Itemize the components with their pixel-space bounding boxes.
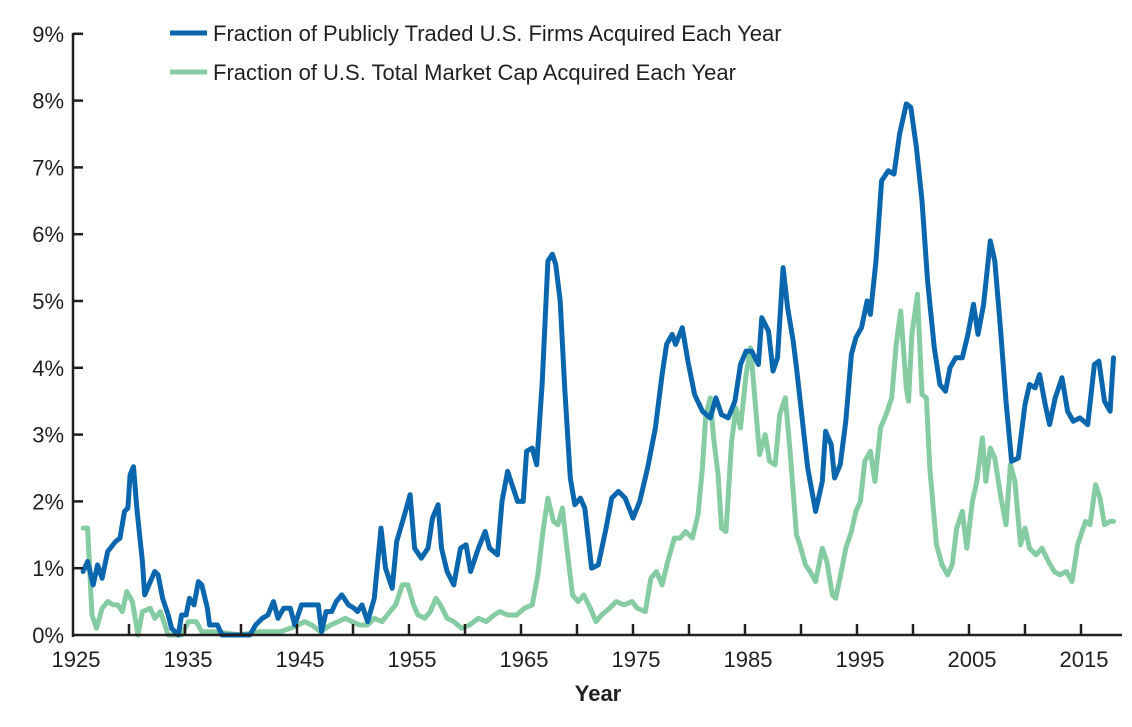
x-tick-label: 1985	[724, 647, 773, 672]
x-ticks: 1925 1935 1945 1955 1965 1975 1985 1995 2005 2015	[52, 624, 1109, 672]
x-tick-label: 1955	[388, 647, 437, 672]
y-tick-label: 3%	[32, 423, 64, 448]
y-tick-label: 1%	[32, 556, 64, 581]
y-tick-label: 7%	[32, 155, 64, 180]
y-tick-label: 8%	[32, 89, 64, 114]
y-ticks: 0% 1% 2% 3% 4% 5% 6% 7% 8% 9%	[32, 22, 83, 648]
y-tick-label: 0%	[32, 623, 64, 648]
legend-label-firms: Fraction of Publicly Traded U.S. Firms A…	[213, 21, 782, 46]
y-tick-label: 5%	[32, 289, 64, 314]
y-tick-label: 2%	[32, 489, 64, 514]
series-line-firms-acquired	[80, 101, 1116, 638]
x-tick-label: 1935	[164, 647, 213, 672]
x-tick-label: 1995	[836, 647, 885, 672]
y-tick-label: 9%	[32, 22, 64, 47]
x-tick-label: 2005	[948, 647, 997, 672]
y-tick-label: 6%	[32, 222, 64, 247]
x-tick-label: 1975	[612, 647, 661, 672]
x-axis-label: Year	[575, 681, 622, 706]
x-tick-label: 2015	[1060, 647, 1109, 672]
legend-label-market-cap: Fraction of U.S. Total Market Cap Acquir…	[213, 60, 736, 85]
series-layer	[80, 101, 1116, 638]
legend: Fraction of Publicly Traded U.S. Firms A…	[170, 21, 782, 85]
x-tick-label: 1945	[276, 647, 325, 672]
series-line-market-cap-acquired	[80, 291, 1116, 638]
y-tick-label: 4%	[32, 356, 64, 381]
x-tick-label: 1965	[500, 647, 549, 672]
x-tick-label: 1925	[52, 647, 101, 672]
